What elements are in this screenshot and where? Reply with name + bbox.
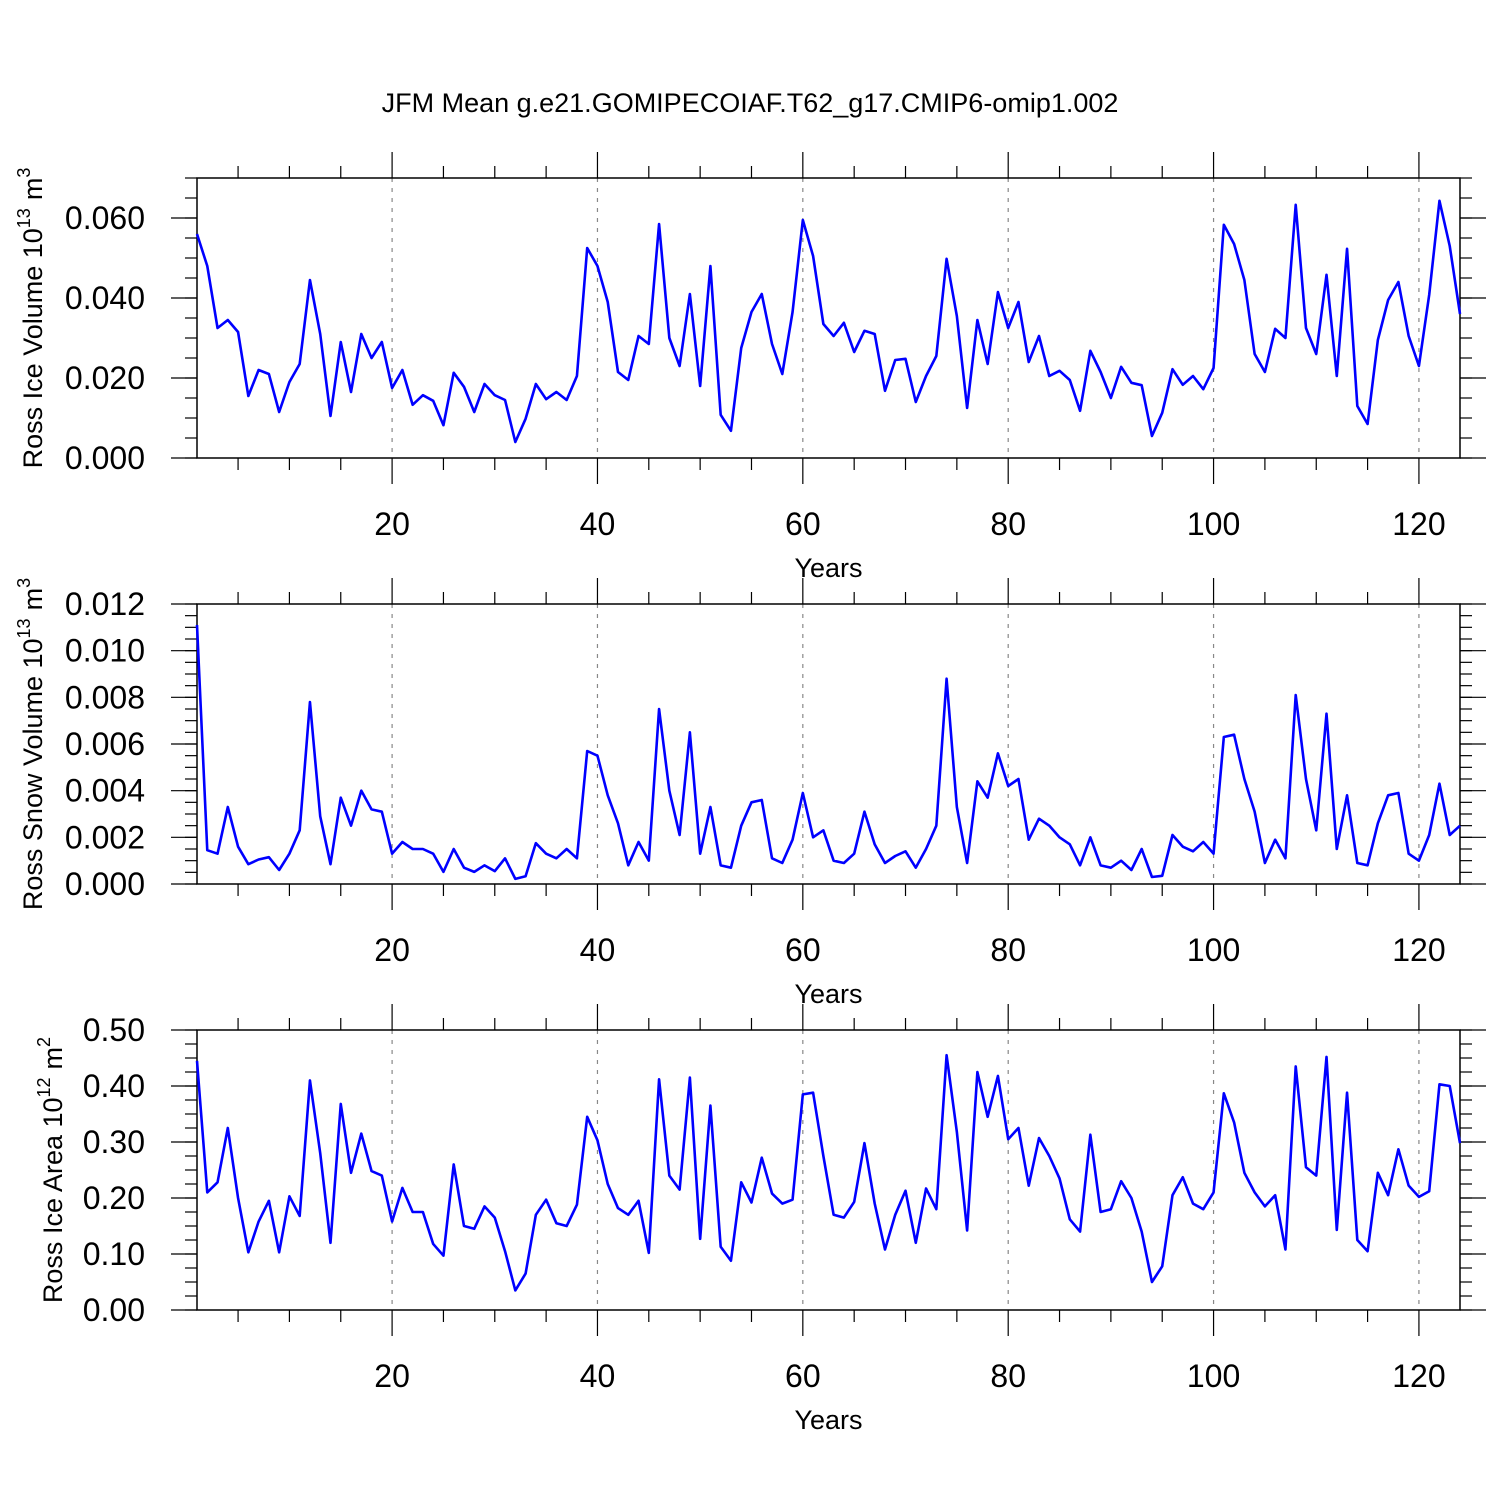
y-tick-label: 0.000 [65,440,145,476]
y-axis-title: Ross Snow Volume 1013 m3 [14,578,48,910]
y-tick-label: 0.30 [83,1124,145,1160]
x-tick-label: 120 [1392,1358,1445,1394]
x-tick-label: 20 [374,932,410,968]
x-axis-title: Years [794,553,862,583]
y-tick-label: 0.006 [65,726,145,762]
y-axis-title-unit: m [18,178,48,201]
series-line-1 [195,1053,1462,1292]
y-axis-title-exp: 13 [14,208,34,228]
plot-frame [196,1029,1461,1311]
y-tick-label: 0.012 [65,586,145,622]
x-tick-label: 60 [785,1358,821,1394]
x-tick-label: 80 [990,932,1026,968]
y-axis-title-exp: 12 [34,1077,54,1097]
y-tick-label: 0.10 [83,1236,145,1272]
x-tick-label: 60 [785,506,821,542]
y-axis-title-unit-exp: 2 [34,1037,54,1047]
chart-title: JFM Mean g.e21.GOMIPECOIAF.T62_g17.CMIP6… [381,88,1119,118]
x-tick-label: 20 [374,1358,410,1394]
y-tick-label: 0.040 [65,280,145,316]
y-axis-title-exp: 13 [14,618,34,638]
x-tick-label: 100 [1187,506,1240,542]
y-tick-label: 0.002 [65,819,145,855]
x-tick-label: 40 [580,506,616,542]
y-tick-label: 0.000 [65,866,145,902]
y-axis-title-unit: m [38,1047,68,1070]
y-tick-label: 0.20 [83,1180,145,1216]
y-axis-title-text: Ross Ice Area 10 [38,1097,68,1303]
x-tick-label: 80 [990,1358,1026,1394]
panel-1: 0.000 0.020 0.040 0.060 20 40 60 80 100 120 Years R… [14,152,1486,583]
y-axis-title-text: Ross Snow Volume 10 [18,638,48,910]
y-tick-label: 0.40 [83,1068,145,1104]
x-tick-label: 120 [1392,932,1445,968]
plot-frame [196,177,1461,459]
x-axis-title: Years [794,1405,862,1435]
panel-3: 0.00 0.10 0.20 0.30 0.40 0.50 20 40 60 80 100 120 Ye… [34,1004,1486,1435]
y-tick-label: 0.00 [83,1292,145,1328]
series-line-1 [195,624,1461,881]
y-axis-title-unit: m [18,588,48,611]
y-axis-title-text: Ross Ice Volume 10 [18,228,48,468]
y-tick-label: 0.004 [65,773,145,809]
y-axis-title-unit-exp: 3 [14,168,34,178]
x-tick-label: 100 [1187,1358,1240,1394]
y-tick-label: 0.060 [65,200,145,236]
x-tick-label: 40 [580,1358,616,1394]
x-tick-label: 100 [1187,932,1240,968]
y-axis-title-unit-exp: 3 [14,578,34,588]
x-tick-label: 20 [374,506,410,542]
y-axis-title: Ross Ice Area 1012 m2 [34,1037,68,1303]
y-tick-label: 0.020 [65,360,145,396]
y-tick-label: 0.008 [65,679,145,715]
x-tick-label: 60 [785,932,821,968]
y-tick-label: 0.010 [65,633,145,669]
x-tick-label: 120 [1392,506,1445,542]
panel-2: 0.000 0.002 0.004 0.006 0.008 0.010 0.012 20 40 6… [14,578,1486,1009]
series-line-1 [195,199,1462,444]
plot-frame [196,603,1461,885]
x-tick-label: 80 [990,506,1026,542]
x-tick-label: 40 [580,932,616,968]
y-tick-label: 0.50 [83,1012,145,1048]
x-axis-title: Years [794,979,862,1009]
y-axis-title: Ross Ice Volume 1013 m3 [14,168,48,469]
